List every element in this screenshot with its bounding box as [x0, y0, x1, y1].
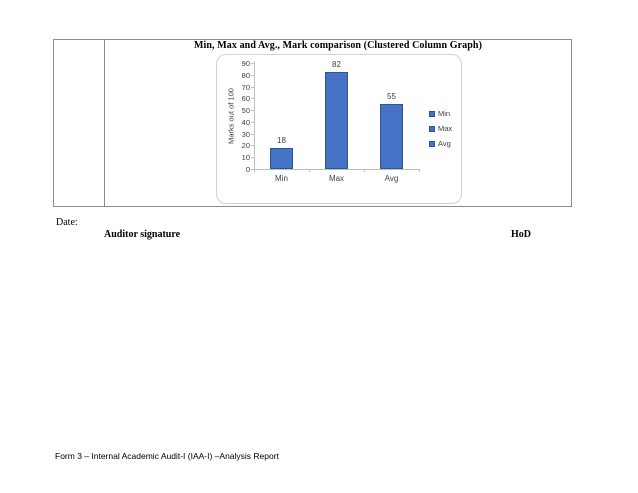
legend-label: Min [438, 109, 451, 118]
x-category-label: Min [275, 174, 288, 183]
y-tick-mark [251, 110, 254, 112]
y-axis-line [254, 61, 255, 169]
y-tick-mark [251, 145, 254, 147]
y-tick-mark [251, 98, 254, 100]
x-tick-mark [419, 169, 420, 172]
legend-swatch-icon [429, 111, 435, 117]
chart-title: Min, Max and Avg., Mark comparison (Clus… [193, 40, 483, 51]
legend-label: Max [438, 124, 453, 133]
legend-swatch-icon [429, 141, 435, 147]
bar-value-label: 55 [387, 92, 396, 102]
bar-min [270, 147, 293, 169]
legend-item-min: Min [429, 110, 452, 118]
x-category-label: Avg [384, 174, 399, 183]
bar-avg [380, 104, 403, 169]
legend-swatch-icon [429, 126, 435, 132]
y-tick-label: 20 [241, 141, 250, 151]
table-cell-empty [54, 40, 105, 206]
bar-value-label: 18 [277, 135, 286, 145]
y-tick-mark [251, 63, 254, 64]
column-chart: Marks out of 100 Min Max Avg 0 10 20 30 40 50 60… [216, 54, 462, 204]
page-footer: Form 3 – Internal Academic Audit-I (IAA-… [55, 451, 279, 461]
chart-legend: Min Max Avg [429, 110, 452, 148]
y-tick-label: 90 [241, 59, 250, 68]
y-tick-mark [251, 133, 254, 135]
y-tick-mark [251, 169, 254, 170]
auditor-signature-label: Auditor signature [104, 229, 181, 240]
date-label: Date: [56, 217, 78, 228]
y-tick-mark [251, 86, 254, 88]
hod-label: HoD [511, 229, 531, 240]
y-tick-label: 30 [241, 129, 250, 139]
legend-label: Avg [438, 139, 451, 148]
y-tick-mark [251, 74, 254, 76]
x-tick-mark [309, 169, 310, 172]
bar-max [325, 72, 348, 169]
x-category-label: Max [328, 174, 345, 183]
y-tick-label: 60 [241, 94, 250, 104]
y-tick-label: 10 [241, 153, 250, 163]
legend-item-avg: Avg [429, 140, 452, 148]
y-tick-label: 40 [241, 117, 250, 127]
y-tick-label: 50 [241, 106, 250, 116]
y-tick-label: 70 [241, 82, 250, 92]
y-tick-mark [251, 121, 254, 123]
y-tick-label: 0 [245, 165, 250, 174]
y-tick-mark [251, 157, 254, 159]
legend-item-max: Max [429, 125, 452, 133]
bar-value-label: 82 [332, 60, 341, 70]
report-table [53, 39, 572, 207]
y-tick-label: 80 [241, 70, 250, 80]
x-tick-mark [364, 169, 365, 172]
x-tick-mark [254, 169, 255, 172]
x-axis-line [254, 169, 420, 170]
